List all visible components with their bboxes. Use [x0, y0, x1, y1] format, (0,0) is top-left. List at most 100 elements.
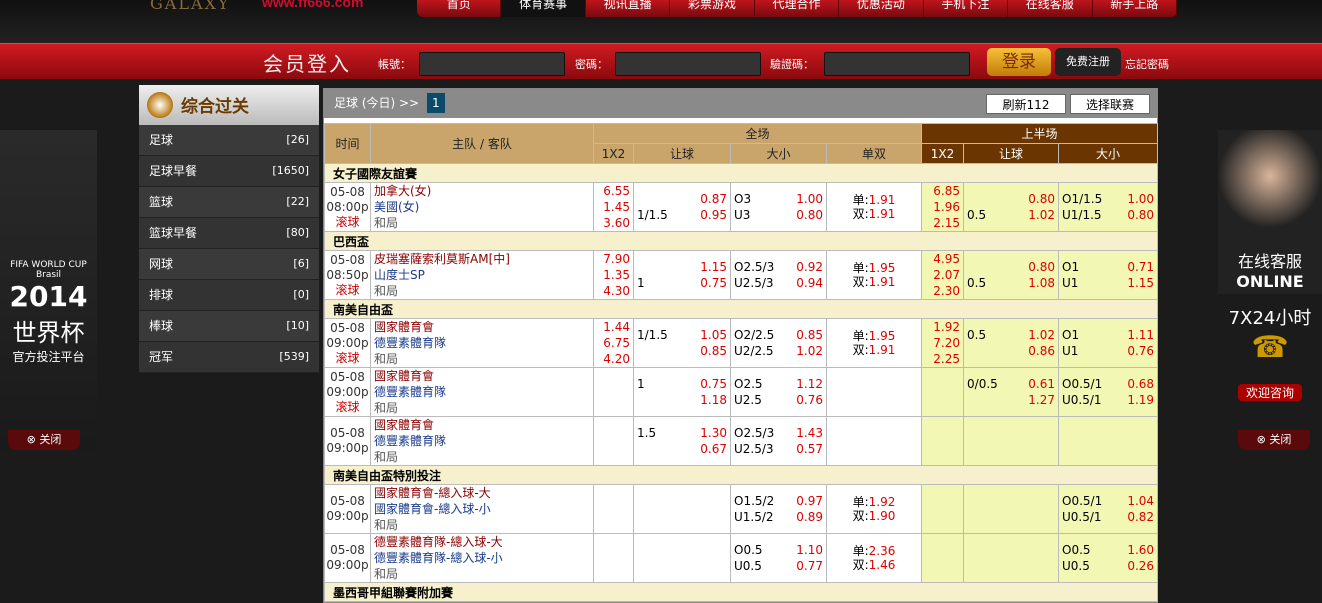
hx12-odds[interactable]: 7.20	[933, 336, 961, 350]
close-left-ad-button[interactable]: ⊗ 关闭	[8, 430, 80, 450]
hhdp-odds[interactable]: 1.02	[1028, 328, 1056, 342]
x12-cell[interactable]	[593, 533, 634, 583]
ou-cell[interactable]: O3 1.00 U3 0.80	[730, 182, 827, 232]
nav-item[interactable]: 代理合作	[755, 0, 840, 17]
hx12-odds[interactable]: 2.30	[933, 284, 961, 298]
password-input[interactable]	[615, 52, 761, 76]
hhdp-odds[interactable]: 1.02	[1028, 208, 1056, 222]
hx12-odds[interactable]	[922, 433, 963, 449]
hdp-cell[interactable]: 0.87 1/1.5 0.95	[633, 182, 731, 232]
hhdp-cell[interactable]: 0.5 1.02 0.86	[963, 318, 1060, 368]
hdp-odds[interactable]: 0.95	[700, 208, 727, 222]
hdp-cell[interactable]: 1.5 1.30 0.67	[633, 416, 731, 466]
x12-odds[interactable]: 7.90	[603, 252, 630, 266]
hou-odds[interactable]: 0.71	[1127, 260, 1155, 274]
hx12-odds[interactable]	[922, 400, 963, 416]
hou-cell[interactable]: O1 0.71 U1 1.15	[1058, 250, 1159, 300]
oe-cell[interactable]: 单:1.91 双:1.91	[825, 182, 923, 232]
x12-odds[interactable]	[594, 368, 633, 384]
ou-cell[interactable]: O2.5 1.12 U2.5 0.76	[730, 367, 827, 417]
nav-item[interactable]: 首页	[417, 0, 502, 17]
x12-odds[interactable]	[594, 501, 633, 517]
hhdp-odds[interactable]: 1.08	[1028, 276, 1056, 290]
hdp-odds[interactable]: 0.87	[700, 192, 727, 206]
x12-odds[interactable]: 1.44	[603, 320, 630, 334]
x12-odds[interactable]	[594, 550, 633, 566]
hx12-cell[interactable]: 1.92 7.20 2.25	[921, 318, 965, 368]
hdp-cell[interactable]: 1/1.5 1.05 0.85	[633, 318, 731, 368]
hou-odds[interactable]: 0.26	[1127, 559, 1155, 573]
hou-cell[interactable]: O0.5/1 1.04 U0.5/1 0.82	[1058, 484, 1159, 534]
sidebar-item[interactable]: 足球早餐 [1650]	[139, 156, 319, 187]
hdp-cell[interactable]: 1 0.75 1.18	[633, 367, 731, 417]
hdp-odds[interactable]: 0.67	[700, 442, 727, 456]
hx12-odds[interactable]: 1.92	[933, 320, 961, 334]
ou-cell[interactable]: O1.5/2 0.97 U1.5/2 0.89	[730, 484, 827, 534]
x12-odds[interactable]: 6.75	[603, 336, 630, 350]
hx12-odds[interactable]	[922, 368, 963, 384]
nav-item[interactable]: 新手上路	[1093, 0, 1177, 17]
x12-odds[interactable]	[594, 400, 633, 416]
ou-cell[interactable]: O2.5/3 0.92 U2.5/3 0.94	[730, 250, 827, 300]
hx12-odds[interactable]: 1.96	[933, 200, 961, 214]
refresh-button[interactable]: 刷新112	[986, 94, 1066, 114]
worldcup-ad[interactable]: FIFA WORLD CUP Brasil 2014 世界杯 官方投注平台 ⊗ …	[0, 130, 97, 450]
hou-cell[interactable]: O0.5/1 0.68 U0.5/1 1.19	[1058, 367, 1159, 417]
hhdp-odds[interactable]: 1.27	[1028, 393, 1056, 407]
hou-odds[interactable]: 1.60	[1127, 543, 1155, 557]
sidebar-item[interactable]: 足球 [26]	[139, 125, 319, 156]
x12-odds[interactable]: 4.30	[603, 284, 630, 298]
oe-cell[interactable]: 单:1.95 双:1.91	[825, 318, 923, 368]
sidebar-item[interactable]: 网球 [6]	[139, 249, 319, 280]
nav-item[interactable]: 视讯直播	[586, 0, 671, 17]
hdp-odds[interactable]: 1.15	[700, 260, 727, 274]
close-right-ad-button[interactable]: ⊗ 关闭	[1238, 430, 1310, 450]
hx12-cell[interactable]: 6.85 1.96 2.15	[921, 182, 965, 232]
page-number[interactable]: 1	[426, 93, 445, 113]
x12-cell[interactable]	[593, 416, 634, 466]
hhdp-cell[interactable]: 0/0.5 0.61 1.27	[963, 367, 1060, 417]
ou-odds[interactable]: 1.02	[796, 344, 823, 358]
x12-cell[interactable]	[593, 367, 634, 417]
hou-odds[interactable]: 1.15	[1127, 276, 1155, 290]
sidebar-item[interactable]: 排球 [0]	[139, 280, 319, 311]
hx12-odds[interactable]	[922, 485, 963, 501]
ou-odds[interactable]: 0.97	[796, 494, 823, 508]
hou-cell[interactable]: O1 1.11 U1 0.76	[1058, 318, 1159, 368]
ou-cell[interactable]: O0.5 1.10 U0.5 0.77	[730, 533, 827, 583]
hx12-odds[interactable]: 6.85	[933, 184, 961, 198]
hou-odds[interactable]: 1.19	[1127, 393, 1155, 407]
x12-cell[interactable]: 1.44 6.75 4.20	[593, 318, 634, 368]
ou-odds[interactable]: 0.80	[796, 208, 823, 222]
register-button[interactable]: 免费注册	[1055, 48, 1121, 76]
hou-odds[interactable]: 1.00	[1127, 192, 1155, 206]
ou-odds[interactable]: 0.89	[796, 510, 823, 524]
hhdp-cell[interactable]: 0.80 0.5 1.08	[963, 250, 1060, 300]
x12-odds[interactable]	[594, 534, 633, 550]
x12-odds[interactable]	[594, 485, 633, 501]
hhdp-odds[interactable]: 0.61	[1028, 377, 1056, 391]
hx12-odds[interactable]	[922, 384, 963, 400]
x12-odds[interactable]: 1.45	[603, 200, 630, 214]
odd-odds[interactable]: 1.95	[868, 329, 896, 343]
even-odds[interactable]: 1.46	[868, 558, 896, 572]
hdp-odds[interactable]: 0.75	[700, 276, 727, 290]
hx12-odds[interactable]	[922, 550, 963, 566]
hdp-odds[interactable]: 1.30	[700, 426, 727, 440]
hx12-odds[interactable]	[922, 417, 963, 433]
odd-odds[interactable]: 1.91	[868, 193, 896, 207]
hou-odds[interactable]: 0.68	[1127, 377, 1155, 391]
ou-odds[interactable]: 0.76	[796, 393, 823, 407]
hou-odds[interactable]: 1.04	[1127, 494, 1155, 508]
hdp-odds[interactable]: 1.05	[700, 328, 727, 342]
x12-odds[interactable]	[594, 449, 633, 465]
ou-odds[interactable]: 0.94	[796, 276, 823, 290]
live-label[interactable]: 滚球	[335, 399, 360, 414]
ou-odds[interactable]: 1.43	[796, 426, 823, 440]
ou-odds[interactable]: 0.57	[796, 442, 823, 456]
even-odds[interactable]: 1.90	[868, 509, 896, 523]
select-league-button[interactable]: 选择联赛	[1070, 94, 1150, 114]
odd-odds[interactable]: 2.36	[868, 544, 896, 558]
nav-item[interactable]: 彩票游戏	[670, 0, 755, 17]
x12-odds[interactable]: 4.20	[603, 352, 630, 366]
